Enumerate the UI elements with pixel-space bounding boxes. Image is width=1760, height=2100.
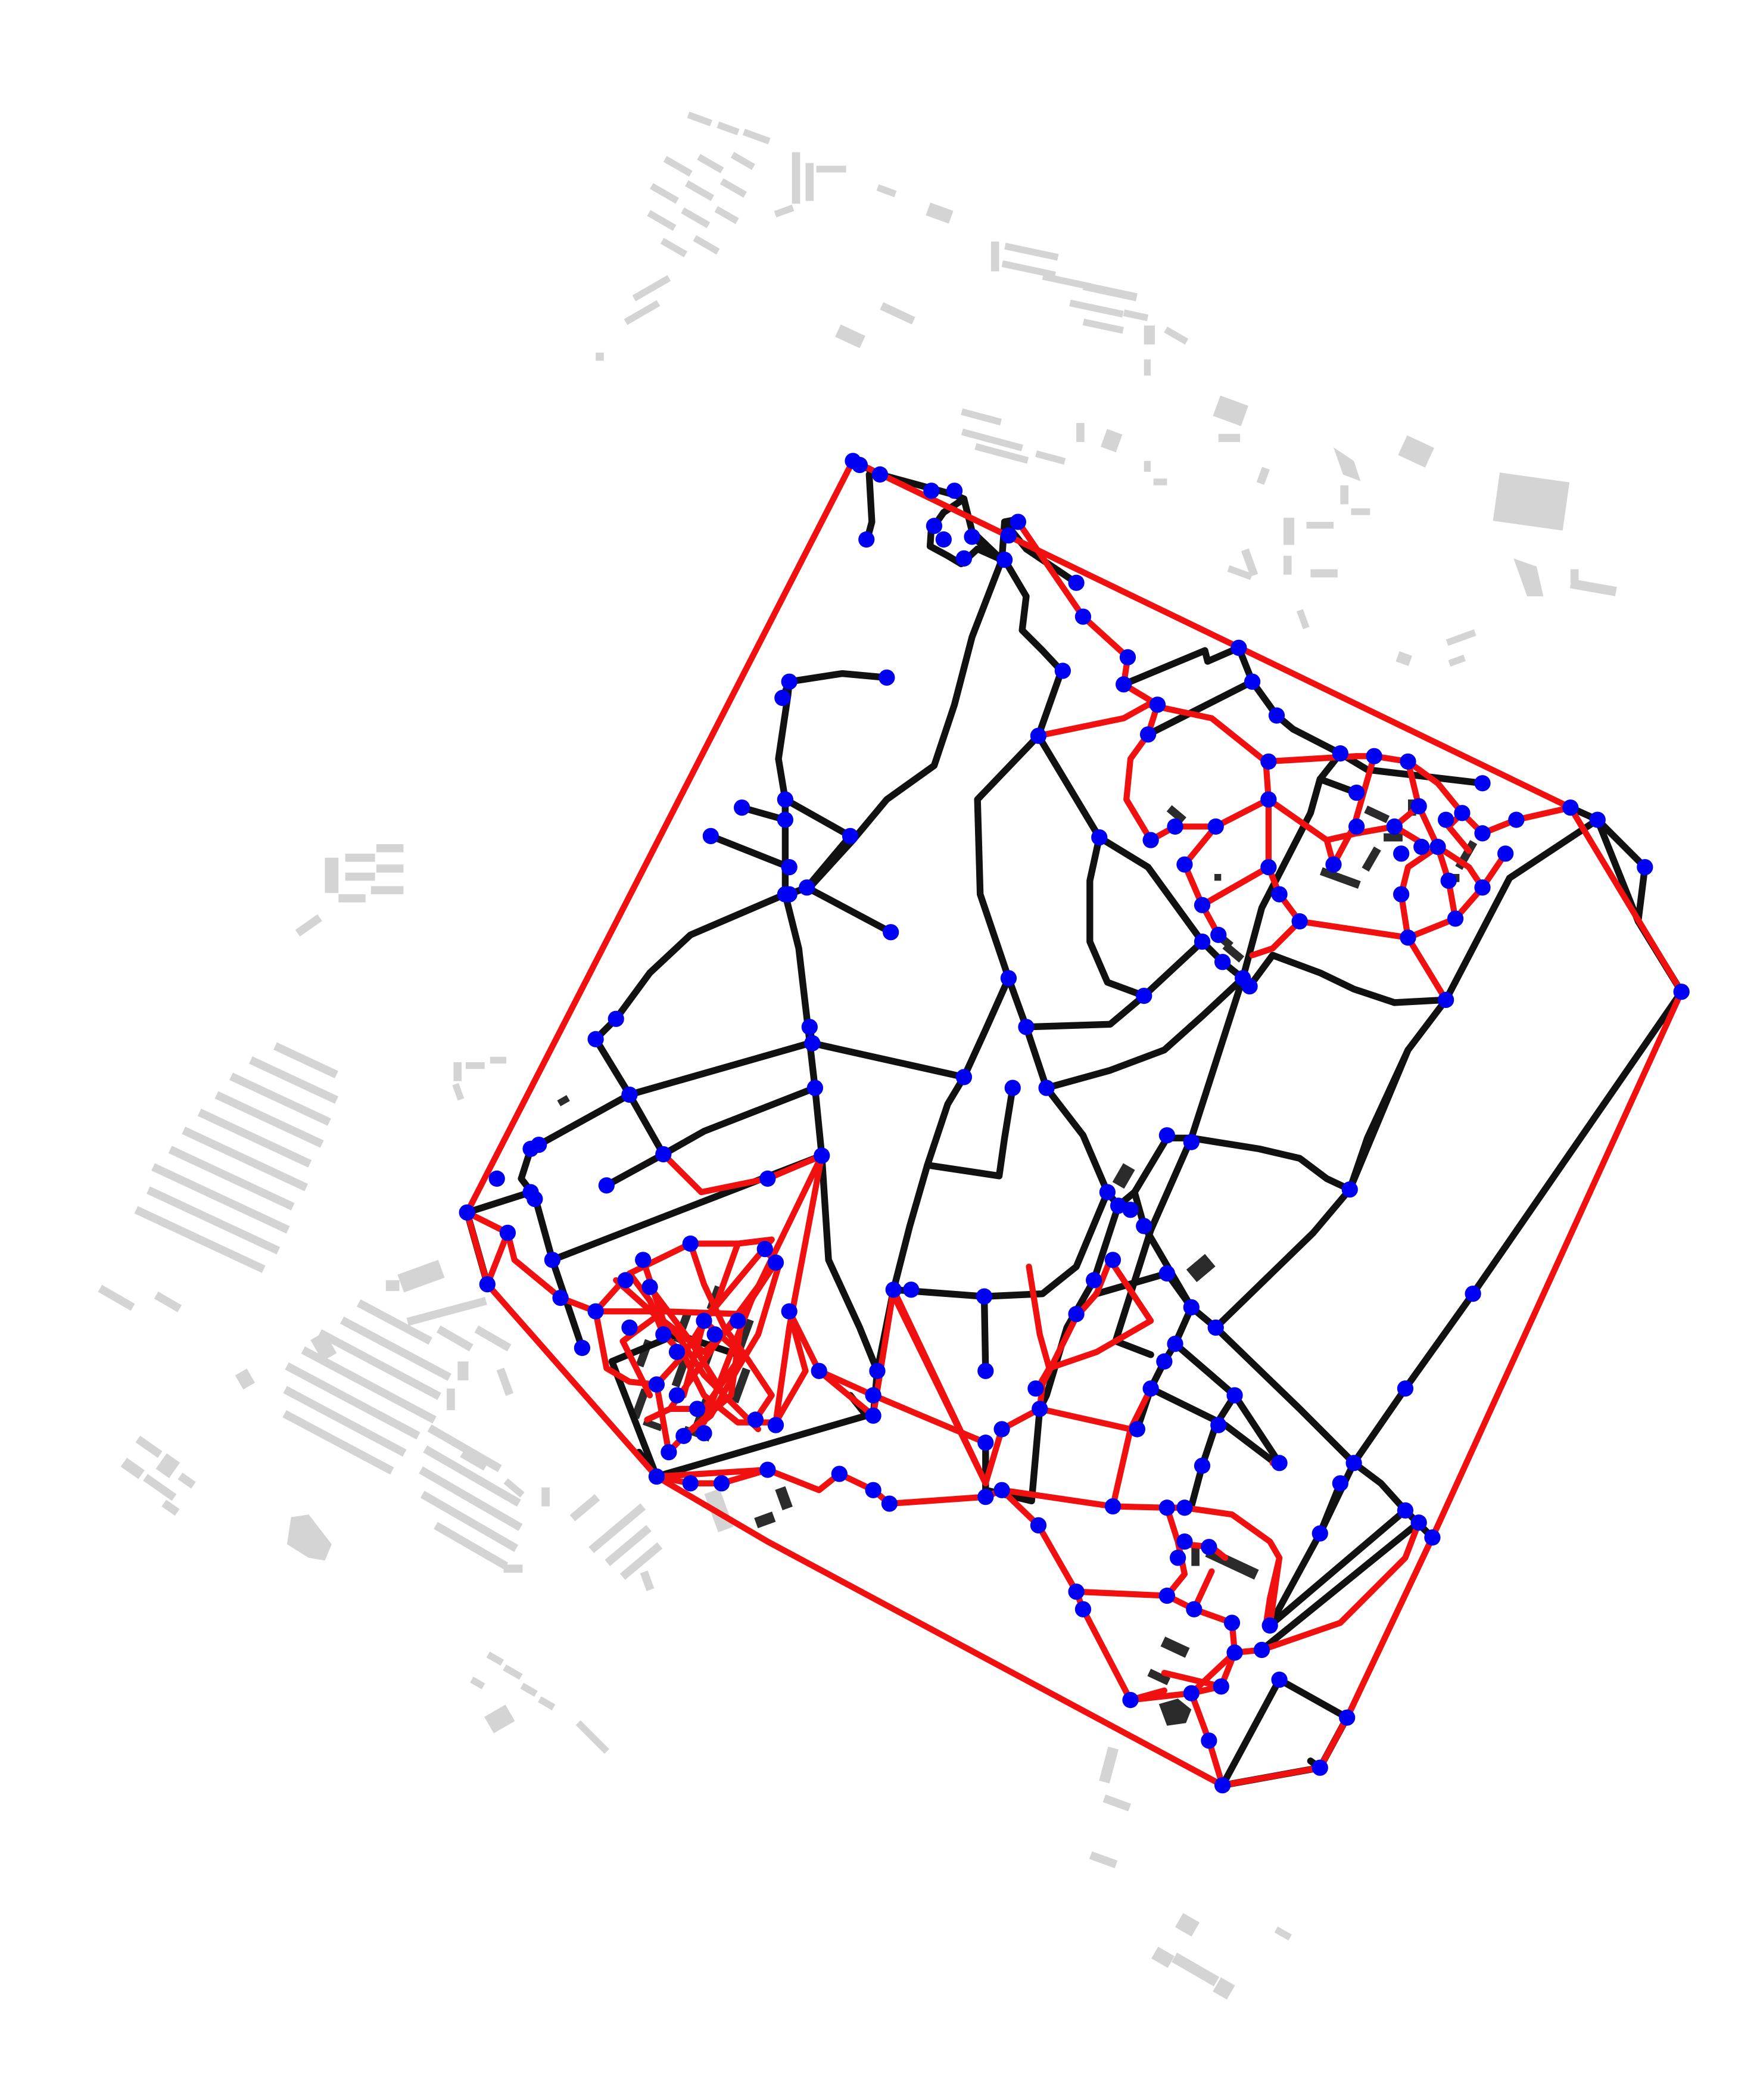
nodes-layer — [459, 453, 1690, 1794]
network-hull-boundary — [463, 456, 1685, 1789]
background-buildings-layer — [98, 111, 1617, 2000]
